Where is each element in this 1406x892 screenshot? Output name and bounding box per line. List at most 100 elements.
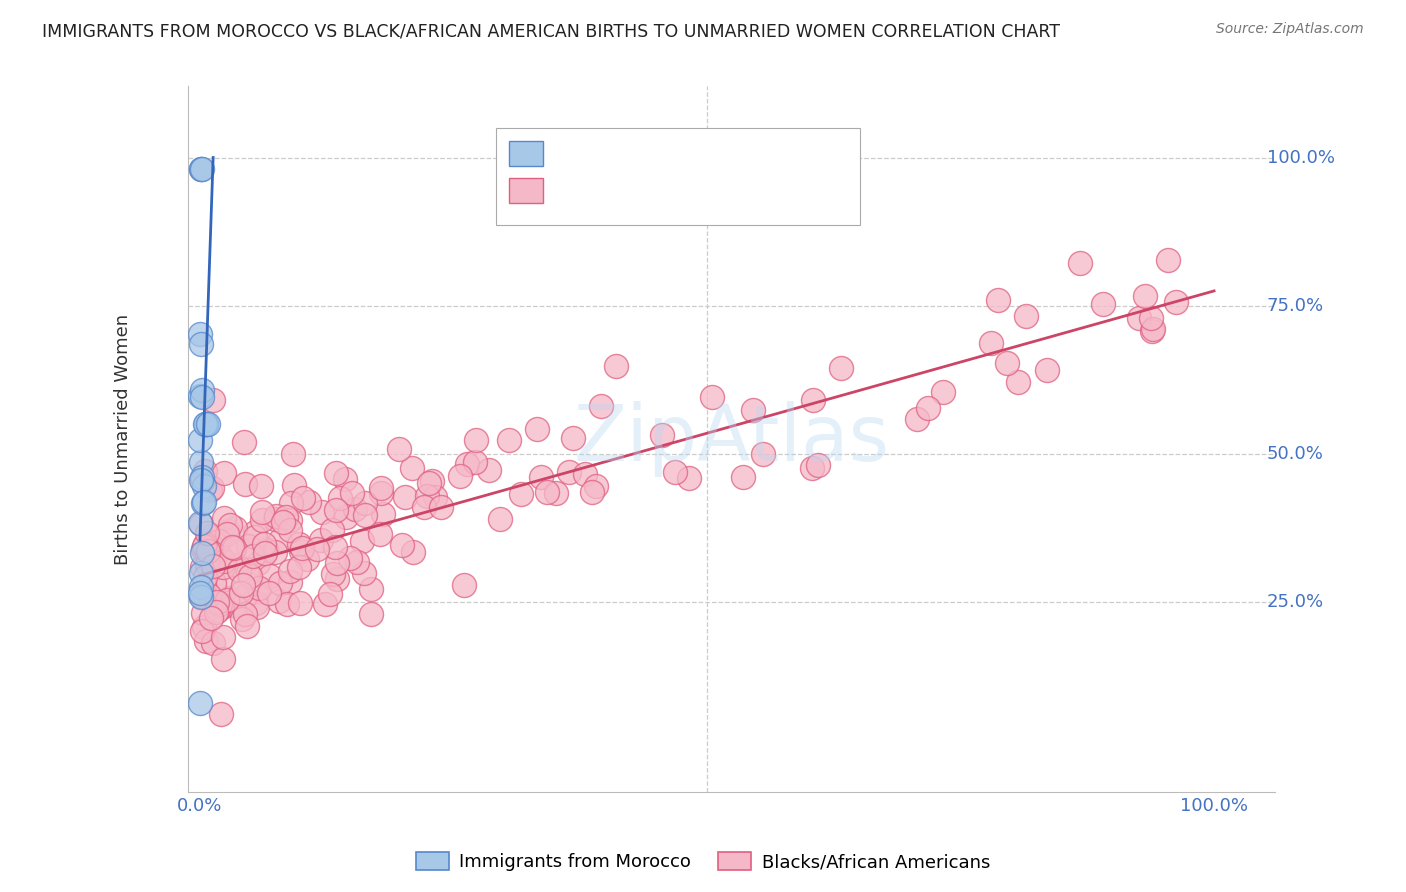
Point: [651, 428, 673, 442]
Point: [562, 431, 585, 445]
Point: [191, 474, 214, 488]
Point: [207, 595, 229, 609]
Text: 200: 200: [713, 179, 754, 199]
Point: [190, 586, 212, 600]
Point: [224, 599, 246, 613]
Point: [420, 474, 443, 488]
Point: [430, 500, 453, 514]
Point: [190, 566, 212, 580]
Point: [201, 559, 224, 574]
Point: [232, 435, 254, 450]
Point: [288, 560, 311, 574]
Point: [510, 487, 533, 501]
Point: [283, 477, 305, 491]
Point: [231, 612, 253, 626]
Point: [464, 433, 486, 447]
Point: [236, 619, 259, 633]
Point: [1036, 362, 1059, 376]
Point: [222, 541, 245, 555]
Point: [209, 599, 232, 613]
Point: [664, 466, 686, 480]
Point: [190, 162, 212, 177]
Text: 50.0%: 50.0%: [1267, 445, 1323, 463]
Point: [200, 544, 222, 558]
Point: [211, 652, 233, 666]
Point: [250, 513, 273, 527]
Point: [323, 541, 346, 555]
Point: [211, 599, 233, 614]
Point: [589, 399, 612, 413]
Point: [250, 505, 273, 519]
Point: [209, 550, 232, 565]
Point: [247, 581, 270, 595]
Point: [416, 489, 439, 503]
Point: [536, 484, 558, 499]
Point: [283, 448, 305, 462]
Point: [264, 508, 287, 523]
Point: [326, 572, 349, 586]
Point: [197, 557, 219, 571]
Point: [370, 486, 392, 500]
Point: [423, 490, 446, 504]
Point: [202, 576, 225, 591]
Point: [191, 606, 214, 620]
Point: [1015, 309, 1038, 323]
Point: [197, 557, 219, 571]
Point: [254, 546, 277, 560]
Point: [322, 566, 344, 581]
Point: [195, 417, 218, 432]
Point: [1135, 289, 1157, 303]
Point: [190, 580, 212, 594]
Point: [228, 563, 250, 577]
Point: [231, 586, 253, 600]
Point: [498, 433, 520, 447]
Point: [201, 528, 224, 542]
Point: [194, 537, 217, 551]
Point: [193, 495, 215, 509]
Point: [194, 544, 217, 558]
Point: [401, 460, 423, 475]
Point: [259, 568, 281, 582]
Point: [190, 590, 212, 604]
Point: [741, 402, 763, 417]
Point: [233, 607, 256, 621]
Point: [211, 559, 233, 574]
Point: [335, 510, 357, 524]
Point: [1069, 256, 1091, 270]
Point: [932, 384, 955, 399]
Point: [290, 596, 312, 610]
Point: [190, 336, 212, 351]
Point: [418, 476, 440, 491]
Text: R =: R =: [553, 143, 592, 161]
Point: [453, 577, 475, 591]
Point: [489, 512, 512, 526]
Point: [190, 433, 212, 447]
Point: [193, 577, 215, 591]
Point: [236, 566, 259, 580]
Point: [309, 533, 332, 547]
Point: [530, 469, 553, 483]
Point: [190, 326, 212, 341]
Point: [800, 461, 823, 475]
Point: [360, 607, 382, 622]
Point: [325, 503, 347, 517]
Point: [263, 545, 285, 559]
Point: [574, 467, 596, 482]
Point: [321, 523, 343, 537]
Text: 27: 27: [713, 142, 740, 161]
Point: [1157, 253, 1180, 268]
Point: [197, 544, 219, 558]
Text: 100.0%: 100.0%: [1267, 148, 1334, 167]
Text: R =: R =: [553, 180, 592, 198]
Point: [190, 473, 212, 487]
Point: [269, 594, 291, 608]
Point: [271, 515, 294, 529]
Point: [208, 534, 231, 549]
Point: [290, 543, 312, 558]
Point: [232, 578, 254, 592]
Point: [340, 486, 363, 500]
Point: [314, 597, 336, 611]
Point: [254, 543, 277, 558]
Point: [191, 390, 214, 404]
Point: [194, 417, 217, 432]
